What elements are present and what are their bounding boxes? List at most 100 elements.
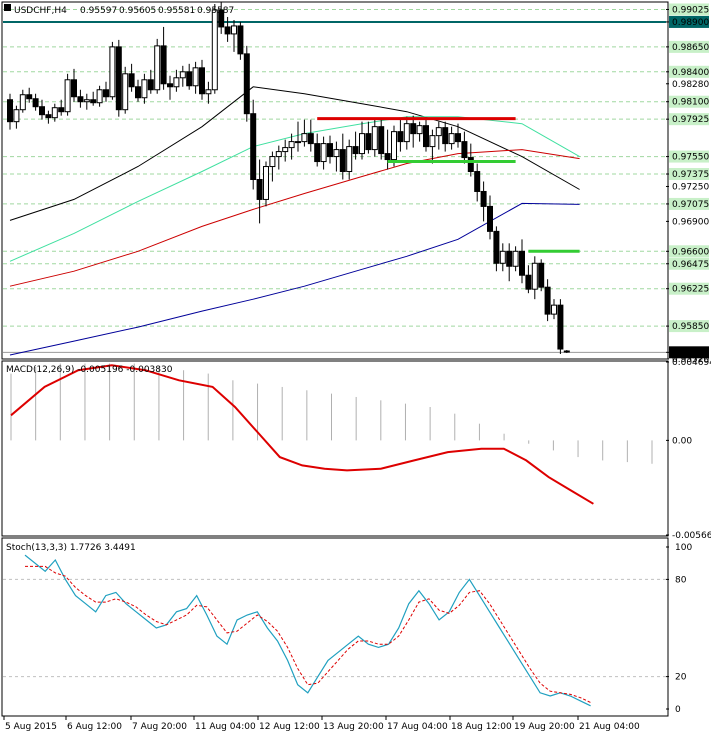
- price-label-bg: [669, 40, 709, 53]
- bear-candle: [90, 99, 97, 104]
- bull-candle: [288, 141, 295, 149]
- bull-candle: [109, 46, 116, 98]
- time-tick-label: 5 Aug 2015: [5, 722, 57, 732]
- price-label-bg: [669, 15, 709, 28]
- bear-candle: [7, 99, 13, 123]
- time-axis: 5 Aug 2015 6 Aug 12:00 7 Aug 20:00 11 Aug 0…: [3, 716, 640, 732]
- macd-pane-frame: [1, 360, 669, 537]
- bull-candle: [416, 125, 423, 135]
- bear-candle: [103, 89, 109, 98]
- bear-candle: [423, 125, 429, 148]
- bull-candle: [531, 262, 538, 290]
- stoch-pane-frame: [1, 537, 669, 717]
- price-label-bg: [669, 320, 709, 333]
- stoch-tick-label: 0: [675, 705, 681, 715]
- moving-average-ma_red: [9, 149, 580, 287]
- price-label-bg: [669, 95, 709, 108]
- bear-candle: [563, 350, 570, 353]
- bull-candle: [429, 135, 436, 148]
- bear-candle: [77, 96, 84, 103]
- bull-candle: [141, 79, 148, 99]
- price-label-bg: [669, 150, 709, 163]
- bear-candle: [167, 83, 173, 88]
- bull-candle: [211, 9, 218, 91]
- bull-candle: [371, 126, 378, 151]
- bull-candle: [512, 250, 519, 267]
- macd-tick-label: 0.004694: [672, 358, 711, 368]
- macd-label: MACD(12,26,9) -0.005196 -0.003830: [6, 365, 173, 375]
- price-label-bg: [669, 346, 709, 359]
- bull-candle: [173, 77, 180, 88]
- price-label-bg: [669, 168, 709, 181]
- time-tick-label: 21 Aug 04:00: [579, 722, 640, 732]
- price-pane-frame: [1, 1, 669, 360]
- time-tick-label: 12 Aug 12:00: [259, 722, 320, 732]
- bull-candle: [301, 133, 308, 143]
- stoch-signal-line: [25, 565, 591, 703]
- bull-candle: [231, 25, 237, 35]
- price-label-bg: [669, 282, 709, 295]
- bear-candle: [384, 153, 391, 161]
- bull-candle: [282, 147, 289, 153]
- bull-candle: [205, 89, 212, 95]
- bear-candle: [160, 45, 167, 85]
- moving-average-ma_blue: [9, 202, 580, 356]
- stoch-label: Stoch(13,3,3) 1.7726 3.4491: [6, 543, 136, 553]
- bear-candle: [493, 230, 500, 264]
- bull-candle: [154, 45, 161, 91]
- bear-candle: [128, 73, 135, 88]
- low-value: 0.95581: [158, 6, 195, 16]
- bear-candle: [307, 133, 314, 145]
- macd-tick-label: 0.00: [672, 436, 692, 446]
- stochastic-indicator: 100 80 20 0: [3, 543, 692, 715]
- bear-candle: [410, 123, 417, 135]
- high-value: 0.95605: [119, 6, 156, 16]
- bear-candle: [250, 113, 257, 181]
- bear-candle: [147, 79, 154, 91]
- price-label-bg: [669, 65, 709, 78]
- price-tick-label: 0.98280: [672, 80, 709, 90]
- bull-candle: [19, 94, 26, 111]
- bear-candle: [237, 25, 244, 55]
- price-tick-label: 0.96600: [672, 247, 709, 257]
- bear-candle: [506, 250, 513, 267]
- price-tick-label: 0.96900: [672, 217, 709, 227]
- time-tick-label: 6 Aug 12:00: [67, 722, 122, 732]
- bull-candle: [179, 71, 186, 79]
- bear-candle: [455, 133, 461, 143]
- price-label-bg: [669, 3, 709, 16]
- bear-candle: [32, 98, 39, 108]
- price-tick-label: 0.98650: [672, 43, 709, 53]
- bear-candle: [544, 286, 551, 315]
- bear-candle: [115, 46, 122, 111]
- bear-candle: [186, 71, 193, 87]
- bull-candle: [499, 250, 506, 264]
- bear-candle: [39, 106, 45, 116]
- bull-candle: [435, 127, 442, 137]
- bear-candle: [352, 146, 359, 155]
- price-label-bg: [669, 197, 709, 210]
- bull-candle: [192, 67, 199, 87]
- bull-candle: [448, 133, 455, 145]
- bear-candle: [58, 107, 65, 113]
- bull-candle: [64, 79, 71, 113]
- close-value: 0.95587: [197, 6, 234, 16]
- support-resistance-lines[interactable]: [317, 117, 580, 253]
- macd-signal-line: [10, 364, 594, 505]
- bear-candle: [378, 126, 385, 155]
- candles[interactable]: [7, 2, 570, 355]
- bull-candle: [551, 304, 557, 315]
- bear-candle: [467, 157, 474, 173]
- bull-candle: [359, 133, 365, 155]
- bear-candle: [71, 79, 77, 98]
- price-label-bg: [669, 257, 709, 270]
- price-tick-label: 0.95587: [672, 348, 709, 358]
- price-tick-label: 0.97075: [672, 200, 709, 210]
- bear-candle: [256, 179, 263, 200]
- bear-candle: [365, 133, 372, 151]
- bear-candle: [243, 53, 250, 115]
- chart-menu-icon[interactable]: [4, 4, 11, 11]
- price-tick-label: 0.97250: [672, 182, 709, 192]
